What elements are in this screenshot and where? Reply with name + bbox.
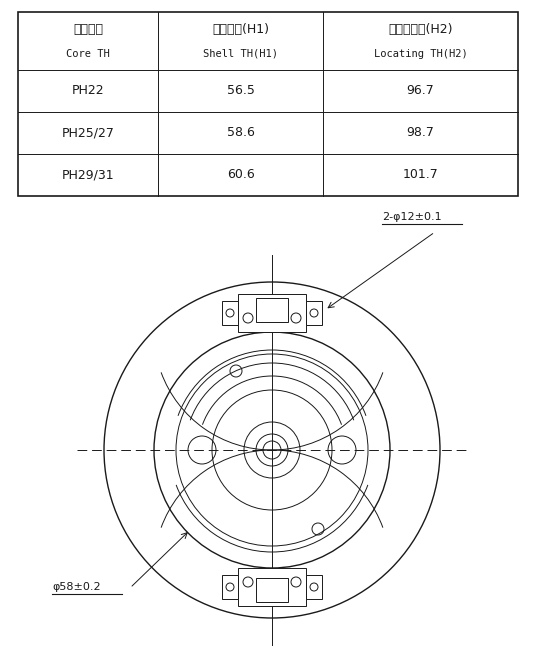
Bar [306, 301, 322, 325]
Bar [306, 575, 322, 599]
Bar [256, 298, 288, 322]
Text: 101.7: 101.7 [403, 169, 438, 181]
Text: PH25/27: PH25/27 [62, 127, 114, 139]
Bar [238, 294, 306, 332]
Text: Shell TH(H1): Shell TH(H1) [203, 49, 278, 59]
Text: 96.7: 96.7 [407, 85, 434, 97]
Text: Locating TH(H2): Locating TH(H2) [374, 49, 468, 59]
Text: 2-φ12±0.1: 2-φ12±0.1 [382, 212, 441, 222]
Bar [222, 575, 238, 599]
Text: PH29/31: PH29/31 [62, 169, 114, 181]
Text: 机壳高度(H1): 机壳高度(H1) [212, 23, 269, 36]
Text: 98.7: 98.7 [407, 127, 434, 139]
Bar [238, 568, 306, 606]
Text: 鐵芯厘度: 鐵芯厘度 [73, 23, 103, 36]
Text: 58.6: 58.6 [227, 127, 255, 139]
Text: φ58±0.2: φ58±0.2 [52, 582, 101, 592]
Text: 56.5: 56.5 [227, 85, 255, 97]
Bar [222, 301, 238, 325]
Bar [18, 12, 518, 196]
Text: 定位面高度(H2): 定位面高度(H2) [388, 23, 453, 36]
Text: Core TH: Core TH [66, 49, 110, 59]
Text: PH22: PH22 [72, 85, 104, 97]
Bar [256, 578, 288, 602]
Text: 60.6: 60.6 [227, 169, 255, 181]
